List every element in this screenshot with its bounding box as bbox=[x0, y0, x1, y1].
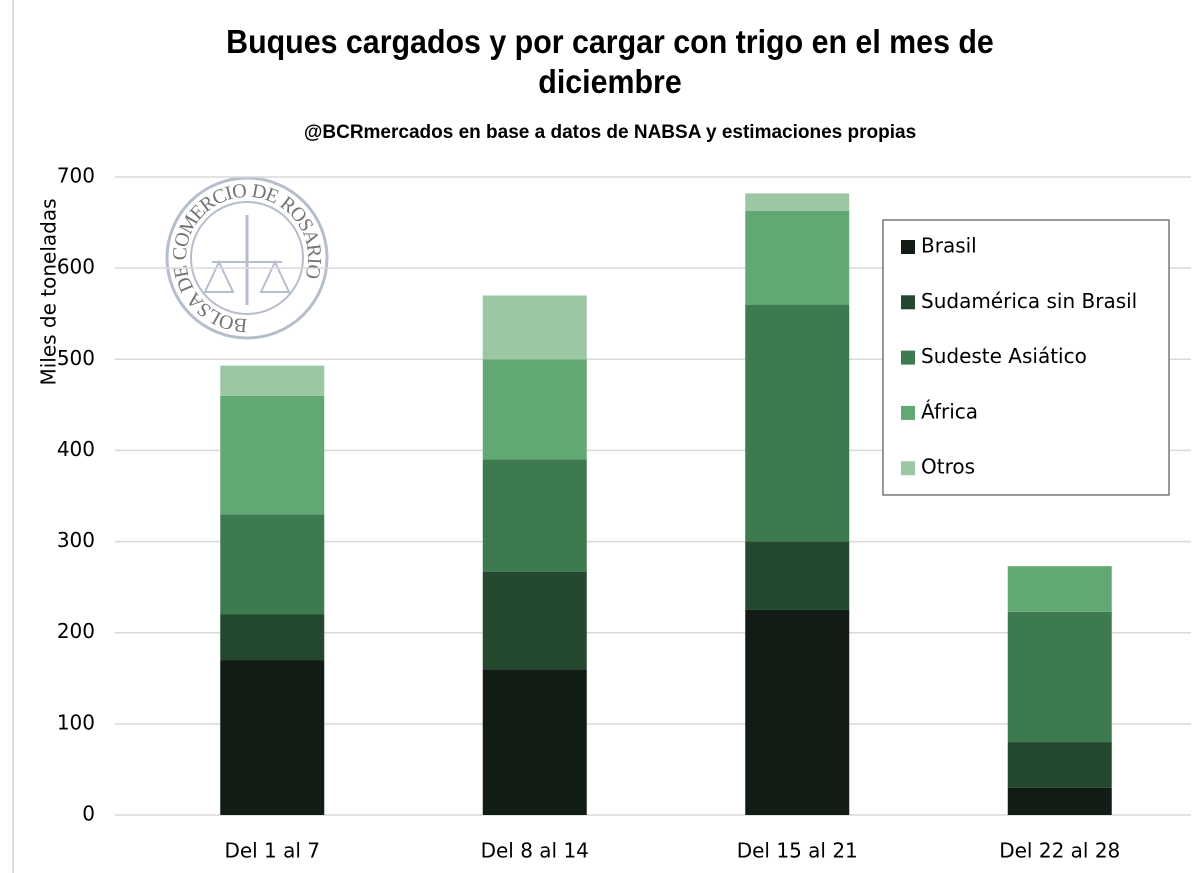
bar-segment bbox=[1007, 787, 1112, 815]
y-tick-label: 500 bbox=[57, 346, 95, 370]
bar-segment bbox=[1007, 742, 1112, 788]
bar-segment bbox=[745, 304, 850, 542]
bar-segment bbox=[482, 669, 587, 815]
x-tick-label: Del 8 al 14 bbox=[481, 839, 589, 863]
legend-label: África bbox=[921, 399, 978, 423]
y-tick-label: 300 bbox=[57, 528, 95, 552]
chart-subtitle: @BCRmercados en base a datos de NABSA y … bbox=[303, 122, 917, 143]
legend-label: Sudeste Asiático bbox=[921, 344, 1087, 368]
legend-swatch bbox=[901, 295, 915, 310]
bar-segment bbox=[220, 395, 325, 515]
y-tick-label: 100 bbox=[57, 710, 95, 734]
legend-label: Brasil bbox=[921, 234, 977, 258]
bar-segment bbox=[1007, 566, 1112, 612]
y-axis-title: Miles de toneladas bbox=[37, 198, 61, 385]
legend-swatch bbox=[901, 461, 915, 476]
y-tick-label: 0 bbox=[82, 802, 95, 826]
bar-segment bbox=[482, 571, 587, 670]
legend-label: Sudamérica sin Brasil bbox=[921, 289, 1137, 313]
legend-box bbox=[882, 219, 1170, 496]
y-tick-label: 200 bbox=[57, 619, 95, 643]
y-tick-label: 400 bbox=[57, 437, 95, 461]
logo: BOLSA DE COMERCIO DE ROSARIO bbox=[165, 176, 329, 340]
bar-segment bbox=[1007, 611, 1112, 743]
legend-swatch bbox=[901, 405, 915, 420]
x-tick-label: Del 22 al 28 bbox=[999, 839, 1120, 863]
legend-swatch bbox=[901, 240, 915, 254]
bar-segment bbox=[220, 514, 325, 615]
bar-segment bbox=[482, 459, 587, 572]
bar-segment bbox=[220, 365, 325, 396]
legend-swatch bbox=[901, 350, 915, 365]
bar-segment bbox=[745, 193, 850, 211]
bar-segment bbox=[745, 609, 850, 815]
bar-segment bbox=[220, 660, 325, 815]
legend-label: Otros bbox=[921, 455, 975, 479]
bar-segment bbox=[745, 541, 850, 610]
bar-segment bbox=[220, 614, 325, 661]
y-tick-label: 700 bbox=[57, 164, 95, 188]
x-tick-label: Del 1 al 7 bbox=[224, 839, 320, 863]
x-tick-label: Del 15 al 21 bbox=[737, 839, 858, 863]
bar-segment bbox=[745, 210, 850, 305]
bar-segment bbox=[482, 359, 587, 460]
y-tick-label: 600 bbox=[57, 255, 95, 279]
bar-segment bbox=[482, 295, 587, 360]
chart-title: Buques cargados y por cargar con trigo e… bbox=[226, 23, 994, 100]
